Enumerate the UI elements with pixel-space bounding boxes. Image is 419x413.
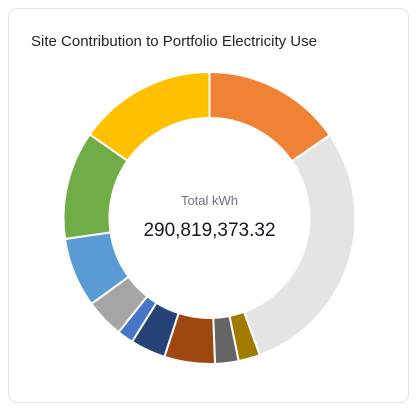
center-value: 290,819,373.32: [143, 220, 275, 241]
donut-slice-11[interactable]: [88, 70, 211, 163]
center-label: Total kWh: [181, 193, 238, 208]
donut-slice-2[interactable]: [242, 133, 357, 357]
chart-title: Site Contribution to Portfolio Electrici…: [31, 33, 317, 50]
donut-slices: [62, 70, 357, 365]
